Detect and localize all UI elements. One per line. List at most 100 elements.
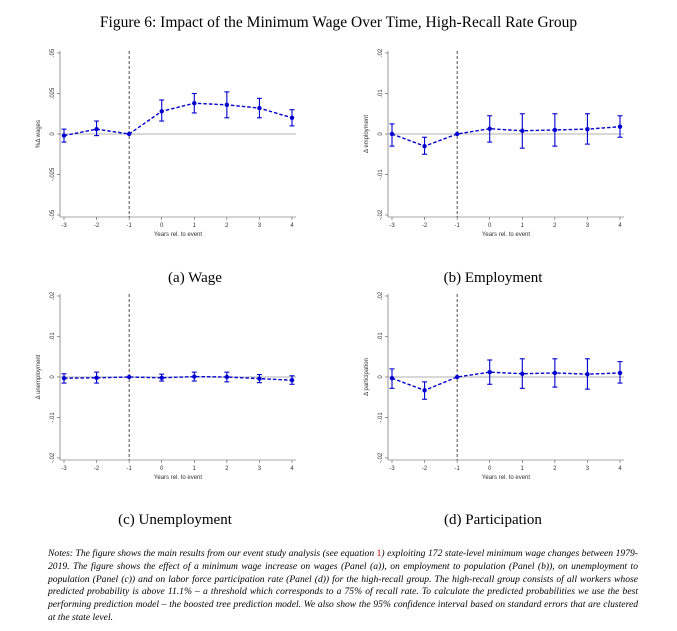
- figure-title: Figure 6: Impact of the Minimum Wage Ove…: [99, 14, 578, 31]
- x-tick-label: 1: [193, 466, 197, 472]
- caption-participation: (d) Participation: [444, 512, 542, 528]
- data-point: [617, 124, 623, 129]
- chart-participation: -.02 -.01 0 .01 .02 -3 -2 -1 0 1 2 3 4 Years rel. to …: [364, 291, 624, 481]
- data-point: [389, 376, 395, 381]
- data-point: [454, 374, 460, 380]
- data-point: [617, 370, 623, 376]
- caption-unemployment: (c) Unemployment: [118, 512, 232, 528]
- x-tick-label: 4: [290, 466, 294, 472]
- y-tick-label: -.01: [378, 412, 384, 423]
- y-tick-label: .05: [50, 48, 56, 57]
- x-tick-label: 1: [193, 223, 197, 229]
- data-point: [192, 101, 197, 106]
- x-tick-label: 2: [225, 223, 229, 229]
- data-point: [94, 126, 99, 132]
- panel-wage: -.05 -.025 0 .025 .05 -3 -2 -1 0 1 2 3 4 Years rel. t…: [30, 45, 300, 240]
- y-tick-label: -.02: [378, 209, 384, 220]
- x-tick-label: 2: [553, 466, 557, 472]
- x-tick-label: 3: [258, 223, 262, 229]
- y-tick-label: .02: [378, 48, 384, 57]
- chart-unemployment: -.02 -.01 0 .01 .02 -3 -2 -1 0 1 2 3 4 Years rel. to …: [36, 291, 296, 481]
- y-tick-label: 0: [50, 132, 56, 136]
- y-axis-label: Δ unemployment: [36, 354, 42, 399]
- y-tick-label: -.02: [50, 452, 56, 463]
- y-tick-label: -.01: [378, 169, 384, 180]
- x-tick-label: -2: [94, 223, 100, 229]
- data-point: [126, 374, 132, 380]
- data-point: [454, 131, 460, 137]
- series-line: [391, 371, 621, 392]
- x-tick-label: 1: [521, 223, 525, 229]
- x-tick-label: 4: [290, 223, 294, 229]
- data-point: [94, 375, 99, 381]
- x-tick-label: 3: [586, 466, 590, 472]
- y-tick-label: .025: [50, 87, 56, 99]
- x-tick-label: 0: [488, 466, 492, 472]
- data-point: [224, 374, 230, 380]
- caption-wage: (a) Wage: [168, 270, 222, 286]
- data-point: [422, 388, 427, 393]
- data-point: [257, 376, 262, 381]
- panel-unemployment: -.02 -.01 0 .01 .02 -3 -2 -1 0 1 2 3 4 Years rel. to …: [30, 288, 300, 483]
- x-axis-label: Years rel. to event: [482, 232, 530, 238]
- y-axis-label: Δ employment: [364, 115, 370, 153]
- x-axis-label: Years rel. to event: [482, 475, 530, 481]
- panel-participation: -.02 -.01 0 .01 .02 -3 -2 -1 0 1 2 3 4 Years rel. to …: [358, 288, 628, 483]
- y-tick-label: 0: [378, 375, 384, 379]
- x-tick-label: 2: [553, 223, 557, 229]
- x-tick-label: -2: [94, 466, 100, 472]
- equation-ref-link[interactable]: 1: [376, 548, 382, 559]
- data-point: [487, 126, 492, 131]
- data-point: [159, 375, 164, 381]
- series-line: [391, 126, 621, 147]
- caption-employment: (b) Employment: [443, 270, 543, 286]
- data-point: [422, 143, 427, 149]
- data-point: [520, 371, 525, 376]
- x-tick-label: -1: [454, 223, 460, 229]
- y-tick-label: .01: [378, 332, 384, 341]
- x-tick-label: -3: [389, 466, 395, 472]
- x-tick-label: 4: [618, 466, 622, 472]
- data-point: [61, 133, 67, 138]
- data-point: [585, 371, 590, 377]
- y-tick-label: .01: [378, 89, 384, 98]
- data-point: [289, 378, 295, 383]
- data-point: [389, 131, 395, 137]
- x-tick-label: 1: [521, 466, 525, 472]
- x-tick-label: -1: [126, 223, 132, 229]
- data-point: [520, 128, 525, 133]
- data-point: [159, 109, 164, 114]
- y-axis-label: Δ participation: [364, 358, 370, 396]
- y-axis-label: %Δ wages: [36, 120, 42, 148]
- x-tick-label: 3: [258, 466, 262, 472]
- chart-wage: -.05 -.025 0 .025 .05 -3 -2 -1 0 1 2 3 4 Years rel. t…: [36, 48, 296, 238]
- data-point: [224, 102, 230, 108]
- series-line: [63, 102, 293, 137]
- x-tick-label: 4: [618, 223, 622, 229]
- notes-text-2: ) exploiting 172 state-level minimum wag…: [48, 548, 638, 623]
- y-tick-label: -.02: [378, 452, 384, 463]
- data-point: [552, 370, 558, 376]
- data-point: [192, 374, 197, 379]
- x-tick-label: 2: [225, 466, 229, 472]
- x-tick-label: 3: [586, 223, 590, 229]
- x-axis-label: Years rel. to event: [154, 232, 202, 238]
- y-tick-label: -.025: [50, 167, 56, 181]
- y-tick-label: .02: [50, 291, 56, 300]
- y-tick-label: .02: [378, 291, 384, 300]
- notes-text-1: Notes: The figure shows the main results…: [48, 548, 377, 559]
- x-tick-label: -1: [126, 466, 132, 472]
- x-tick-label: -2: [422, 466, 428, 472]
- y-tick-label: 0: [50, 375, 56, 379]
- x-tick-label: 0: [488, 223, 492, 229]
- data-point: [126, 131, 132, 137]
- y-tick-label: -.01: [50, 412, 56, 423]
- y-tick-label: .01: [50, 332, 56, 341]
- x-tick-label: -2: [422, 223, 428, 229]
- x-tick-label: -3: [61, 223, 67, 229]
- data-point: [585, 126, 590, 132]
- data-point: [257, 105, 262, 111]
- figure-notes: Notes: The figure shows the main results…: [48, 548, 638, 625]
- x-axis-label: Years rel. to event: [154, 475, 202, 481]
- x-tick-label: -1: [454, 466, 460, 472]
